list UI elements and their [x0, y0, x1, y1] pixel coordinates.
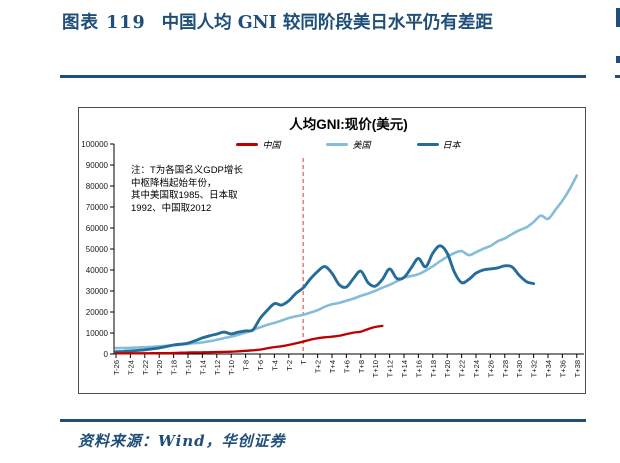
svg-text:70000: 70000	[86, 203, 109, 212]
adjacent-column-fragment	[616, 56, 620, 63]
legend-item-china: 中国	[236, 138, 280, 151]
svg-text:T+6: T+6	[342, 360, 351, 373]
svg-text:T-20: T-20	[155, 360, 164, 375]
svg-text:40000: 40000	[86, 266, 109, 275]
legend-item-japan: 日本	[416, 138, 461, 151]
adjacent-column-fragment	[616, 8, 620, 27]
svg-text:60000: 60000	[86, 224, 109, 233]
svg-text:T-12: T-12	[213, 360, 222, 375]
svg-text:T+8: T+8	[357, 360, 366, 373]
chart-panel: 人均GNI:现价(美元) 中国 美国 日本 注：T为各国名义GDP增长 中枢降档…	[78, 107, 586, 394]
svg-text:T+36: T+36	[558, 360, 567, 377]
svg-text:T+20: T+20	[443, 360, 452, 377]
svg-text:T-22: T-22	[141, 360, 150, 375]
svg-text:T-6: T-6	[256, 360, 265, 371]
svg-text:T+38: T+38	[573, 360, 582, 377]
figure-label: 图表 119	[62, 13, 146, 33]
svg-text:T+16: T+16	[414, 360, 423, 377]
svg-text:T-24: T-24	[126, 360, 135, 375]
svg-text:T+4: T+4	[328, 360, 337, 373]
svg-text:T+34: T+34	[544, 360, 553, 377]
svg-text:T+12: T+12	[386, 360, 395, 377]
legend-swatch-japan	[416, 142, 439, 146]
legend-label-usa: 美国	[352, 140, 371, 151]
legend-swatch-china	[236, 142, 259, 146]
title-underline	[60, 75, 586, 78]
svg-text:T-4: T-4	[270, 360, 279, 371]
svg-text:T+26: T+26	[486, 360, 495, 377]
chart-legend: 中国 美国 日本	[114, 137, 583, 151]
legend-swatch-usa	[326, 142, 349, 146]
svg-text:100000: 100000	[81, 140, 108, 149]
svg-text:T: T	[299, 360, 308, 365]
figure-heading: 图表 119 中国人均 GNI 较同阶段美日水平仍有差距	[62, 6, 567, 41]
svg-text:T-26: T-26	[112, 360, 121, 375]
svg-text:T+22: T+22	[458, 360, 467, 377]
svg-text:T-10: T-10	[227, 360, 236, 375]
svg-text:20000: 20000	[86, 308, 109, 317]
svg-text:50000: 50000	[86, 245, 109, 254]
line-plot: 0 10000 20000 30000 40000 50000 60000 70000 8000…	[81, 140, 584, 377]
legend-label-japan: 日本	[442, 140, 461, 151]
svg-text:T-8: T-8	[242, 360, 251, 371]
svg-text:T-16: T-16	[184, 360, 193, 375]
annotation-line: 1992、中国取2012	[131, 202, 212, 214]
svg-text:T-14: T-14	[198, 360, 207, 375]
annotation-line: 中枢降档起始年份，	[131, 177, 217, 189]
svg-text:T+14: T+14	[400, 360, 409, 377]
svg-text:30000: 30000	[86, 287, 109, 296]
svg-text:T+10: T+10	[371, 360, 380, 377]
svg-text:0: 0	[104, 350, 109, 359]
svg-text:T-2: T-2	[285, 360, 294, 371]
svg-text:80000: 80000	[86, 182, 109, 191]
svg-text:T+24: T+24	[472, 360, 481, 377]
svg-text:T-18: T-18	[170, 360, 179, 375]
adjacent-column-rule-fragment	[615, 75, 620, 78]
chart-title: 人均GNI:现价(美元)	[289, 117, 408, 132]
svg-text:T+32: T+32	[530, 360, 539, 377]
svg-text:T+2: T+2	[314, 360, 323, 373]
chart-annotation: 注：T为各国名义GDP增长 中枢降档起始年份， 其中美国取1985、日本取 19…	[131, 165, 291, 215]
svg-text:T+30: T+30	[515, 360, 524, 377]
figure-title-text: 中国人均 GNI 较同阶段美日水平仍有差距	[161, 13, 493, 33]
svg-text:T+28: T+28	[501, 360, 510, 377]
svg-text:90000: 90000	[86, 161, 109, 170]
annotation-line: 其中美国取1985、日本取	[131, 190, 238, 201]
annotation-line: 注：T为各国名义GDP增长	[131, 165, 243, 176]
svg-text:T+18: T+18	[429, 360, 438, 377]
svg-text:10000: 10000	[86, 329, 109, 338]
legend-item-usa: 美国	[326, 138, 371, 151]
legend-label-china: 中国	[262, 140, 281, 151]
footer-rule	[60, 419, 586, 422]
source-note: 资料来源：Wind，华创证券	[78, 432, 286, 450]
